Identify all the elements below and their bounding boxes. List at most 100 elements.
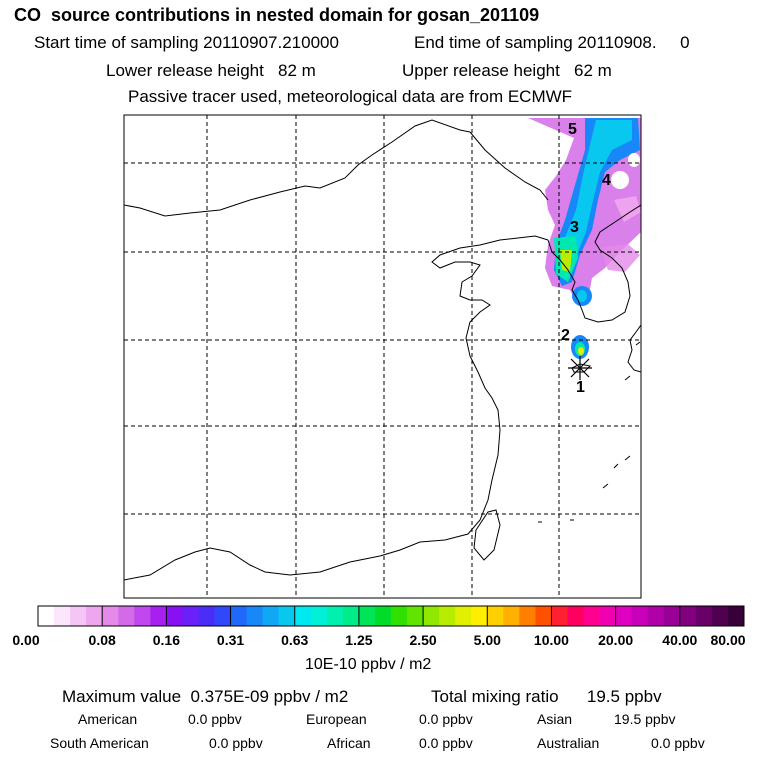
receptor-asterisk-icon <box>568 356 592 380</box>
max-value: Maximum value 0.375E-09 ppbv / m2 <box>62 687 349 706</box>
plume-layer <box>528 118 641 359</box>
colorbar-cell <box>615 606 633 626</box>
region-name: Australian <box>537 735 600 751</box>
okinawa-islets <box>538 455 631 523</box>
colorbar-cell <box>326 606 344 626</box>
colorbar-tick-label: 10.00 <box>533 632 569 648</box>
colorbar-cell <box>519 606 536 626</box>
colorbar-cell <box>102 606 119 626</box>
colorbar-tick-label: 0.31 <box>216 632 245 648</box>
colorbar-cell <box>471 606 488 626</box>
colorbar-cell <box>310 606 328 626</box>
region-value: 19.5 ppbv <box>614 711 676 727</box>
colorbar-cell <box>246 606 264 626</box>
colorbar-tick-label: 40.00 <box>662 632 698 648</box>
plume-yellowgreen <box>560 250 572 272</box>
plume-white-hole <box>611 171 629 189</box>
colorbar-cell <box>551 606 568 626</box>
colorbar-cell <box>198 606 215 626</box>
region-value: 0.0 ppbv <box>419 735 473 751</box>
chart-title: CO source contributions in nested domain… <box>14 5 540 25</box>
colorbar-tick-label: 1.25 <box>345 632 373 648</box>
russia-border <box>469 131 549 201</box>
colorbar-cell <box>86 606 103 626</box>
region-value: 0.0 ppbv <box>188 711 242 727</box>
colorbar-cell <box>166 606 183 626</box>
colorbar-cell <box>214 606 232 626</box>
colorbar-cell <box>150 606 167 626</box>
trajectory-label: 2 <box>561 327 570 344</box>
upper-release-label: Upper release height 62 m <box>402 61 612 80</box>
colorbar-frame <box>37 605 745 627</box>
colorbar-cell <box>679 606 697 626</box>
colorbar-tick-label: 80.00 <box>710 632 746 648</box>
trajectory-label: 5 <box>568 121 577 138</box>
colorbar-tick-label: 0.00 <box>12 632 40 648</box>
region-name: South American <box>50 735 149 751</box>
korea-coast <box>547 204 641 323</box>
colorbar-cell <box>663 606 681 626</box>
colorbar-cell <box>374 606 392 626</box>
ryukyu-islets <box>624 341 641 381</box>
colorbar-cell <box>294 606 312 626</box>
colorbar-cell <box>391 606 408 626</box>
colorbar-cell <box>503 606 520 626</box>
trajectory-label: 3 <box>570 219 579 236</box>
tracer-note: Passive tracer used, meteorological data… <box>128 87 573 106</box>
lower-release-label: Lower release height 82 m <box>106 61 316 80</box>
colorbar-cell <box>262 606 280 626</box>
colorbar-cell <box>182 606 199 626</box>
total-mixing-ratio: Total mixing ratio 19.5 ppbv <box>431 687 662 706</box>
plume-white-hole-2 <box>628 153 640 167</box>
colorbar-unit: 10E-10 ppbv / m2 <box>305 656 432 673</box>
colorbar-cell <box>583 606 601 626</box>
colorbar-cell <box>567 606 585 626</box>
colorbar-cell <box>599 606 617 626</box>
map-frame <box>123 114 642 599</box>
colorbar-cell <box>695 606 713 626</box>
colorbar-cell <box>407 606 424 626</box>
region-value: 0.0 ppbv <box>419 711 473 727</box>
colorbar-cell <box>118 606 135 626</box>
plume-light <box>614 196 641 222</box>
colorbar-cell <box>278 606 296 626</box>
colorbar <box>37 605 745 627</box>
region-value: 0.0 ppbv <box>209 735 263 751</box>
region-name: American <box>78 711 138 727</box>
colorbar-cell <box>439 606 456 626</box>
japan-kyushu <box>627 324 641 373</box>
region-name: African <box>327 735 371 751</box>
colorbar-cell <box>38 606 55 626</box>
region-value: 0.0 ppbv <box>651 735 705 751</box>
plume-outer-east <box>600 244 640 272</box>
colorbar-cell <box>535 606 552 626</box>
taiwan-island <box>473 509 501 561</box>
start-time-label: Start time of sampling 20110907.210000 <box>34 33 339 52</box>
colorbar-tick-label: 20.00 <box>598 632 634 648</box>
colorbar-cell <box>455 606 472 626</box>
plume-blob-korea-core <box>577 290 587 302</box>
mongolia-border <box>124 119 471 217</box>
colorbar-tick-label: 5.00 <box>473 632 501 648</box>
colorbar-cell <box>727 606 745 626</box>
colorbar-cell <box>342 606 360 626</box>
colorbar-tick-label: 0.08 <box>88 632 116 648</box>
colorbar-cell <box>54 606 71 626</box>
colorbar-cell <box>230 606 248 626</box>
trajectory-label: 1 <box>576 379 585 396</box>
plume-core <box>560 120 632 276</box>
colorbar-cell <box>647 606 665 626</box>
colorbar-cell <box>711 606 729 626</box>
colorbar-tick-label: 2.50 <box>409 632 437 648</box>
region-name: Asian <box>537 711 573 727</box>
colorbar-tick-label: 0.63 <box>281 632 309 648</box>
colorbar-cell <box>70 606 87 626</box>
coastlines <box>124 119 641 581</box>
plume-blob-gosan-peak <box>578 347 584 355</box>
end-time-label: End time of sampling 20110908. 0 <box>414 33 690 52</box>
colorbar-tick-label: 0.16 <box>152 632 180 648</box>
colorbar-cell <box>631 606 649 626</box>
region-name: European <box>306 711 367 727</box>
trajectory-label: 4 <box>602 172 611 189</box>
